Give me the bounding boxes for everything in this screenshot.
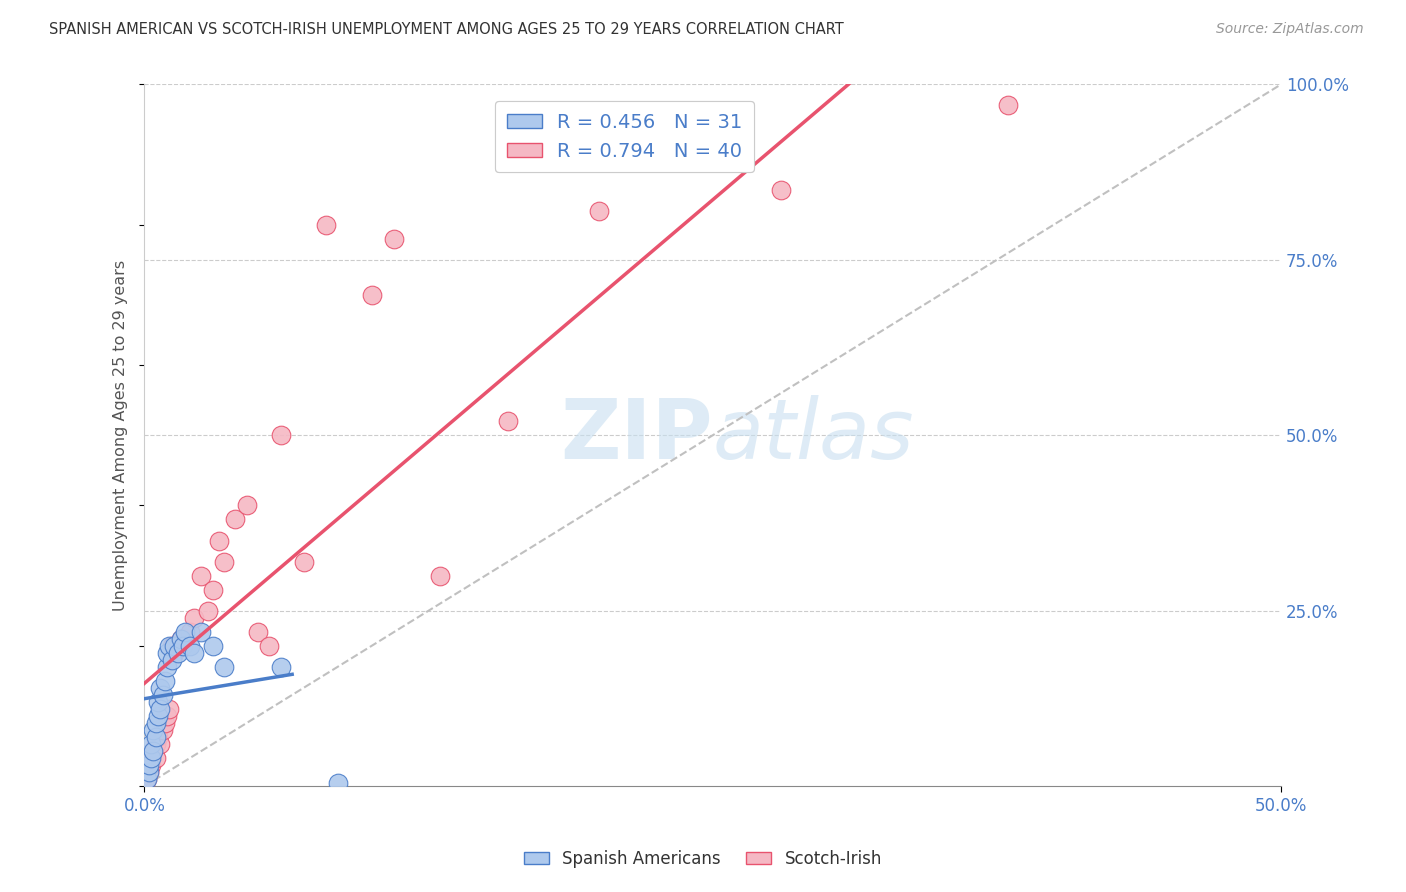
Point (997, 98, 1019, 112)
Point (138, 758, 160, 772)
Point (429, 568, 451, 582)
Text: Source: ZipAtlas.com: Source: ZipAtlas.com (1216, 22, 1364, 37)
Point (172, 639, 194, 653)
Point (183, 611, 205, 625)
Point (208, 533, 231, 548)
Point (160, 639, 183, 653)
Point (157, 702, 180, 716)
Point (146, 730, 169, 744)
Point (149, 737, 172, 751)
Point (247, 624, 270, 639)
Point (141, 751, 163, 765)
Point (142, 723, 165, 737)
Point (170, 632, 193, 646)
Point (165, 639, 187, 653)
Point (588, 203, 610, 218)
Point (163, 639, 186, 653)
Point (138, 765, 160, 780)
Point (315, 218, 337, 232)
Point (190, 568, 212, 582)
Point (160, 653, 183, 667)
Point (163, 646, 186, 660)
Point (174, 624, 197, 639)
Point (326, 775, 349, 789)
Point (145, 730, 167, 744)
Point (141, 758, 163, 772)
Point (152, 688, 174, 702)
Point (152, 723, 174, 737)
Point (496, 414, 519, 428)
Point (149, 702, 172, 716)
Point (197, 604, 219, 618)
Point (179, 639, 201, 653)
Point (138, 765, 160, 780)
Point (212, 660, 235, 674)
Point (153, 673, 176, 688)
Point (145, 751, 167, 765)
Point (167, 646, 190, 660)
Point (235, 499, 257, 513)
Point (149, 681, 172, 695)
Point (141, 737, 163, 751)
Point (135, 772, 157, 786)
Point (360, 288, 382, 302)
Point (167, 639, 190, 653)
Point (174, 632, 197, 646)
Point (145, 716, 167, 731)
Point (145, 737, 167, 751)
Text: ZIP: ZIP (560, 395, 713, 475)
Point (292, 555, 315, 569)
Point (142, 744, 165, 758)
Point (153, 716, 176, 731)
Point (183, 646, 205, 660)
Point (156, 660, 179, 674)
Point (157, 639, 180, 653)
Y-axis label: Unemployment Among Ages 25 to 29 years: Unemployment Among Ages 25 to 29 years (114, 260, 128, 611)
Point (146, 695, 169, 709)
Point (156, 709, 179, 723)
Point (179, 624, 201, 639)
Point (135, 772, 157, 786)
Text: SPANISH AMERICAN VS SCOTCH-IRISH UNEMPLOYMENT AMONG AGES 25 TO 29 YEARS CORRELAT: SPANISH AMERICAN VS SCOTCH-IRISH UNEMPLO… (49, 22, 844, 37)
Point (141, 751, 163, 765)
Point (224, 512, 246, 526)
Point (259, 639, 281, 653)
Point (384, 232, 406, 246)
Point (156, 646, 179, 660)
Point (146, 709, 169, 723)
Point (190, 624, 212, 639)
Point (212, 555, 235, 569)
Legend: Spanish Americans, Scotch-Irish: Spanish Americans, Scotch-Irish (517, 844, 889, 875)
Point (201, 639, 224, 653)
Text: atlas: atlas (713, 395, 914, 475)
Point (142, 744, 165, 758)
Point (769, 183, 792, 197)
Point (270, 428, 292, 442)
Point (170, 632, 193, 646)
Point (201, 582, 224, 597)
Point (270, 660, 292, 674)
Legend: R = 0.456   N = 31, R = 0.794   N = 40: R = 0.456 N = 31, R = 0.794 N = 40 (495, 101, 754, 172)
